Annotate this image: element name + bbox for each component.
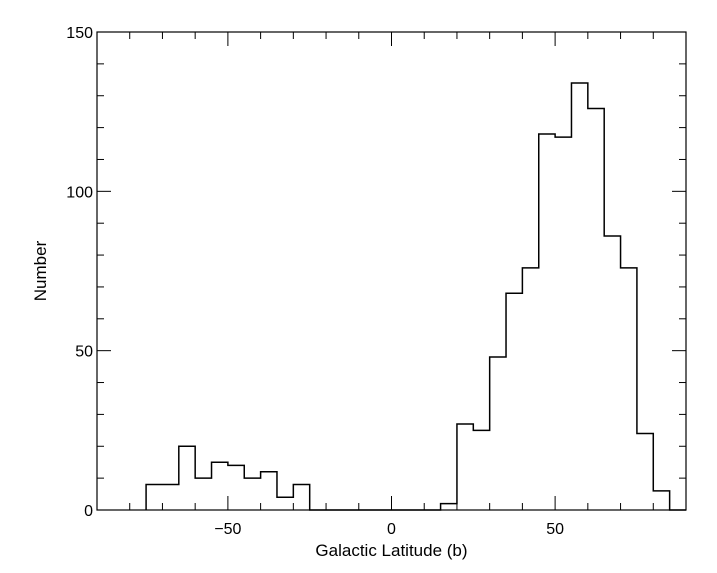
plot-frame (96, 31, 687, 511)
tick-labels: −50 0 50 0 50 100 150 (66, 25, 564, 538)
x-axis-title: Galactic Latitude (b) (315, 541, 467, 560)
x-tick-label: 50 (546, 521, 564, 538)
y-tick-label: 0 (84, 503, 93, 520)
y-tick-label: 150 (66, 25, 93, 42)
x-tick-label: −50 (214, 521, 241, 538)
y-tick-label: 100 (66, 184, 93, 201)
y-tick-label: 50 (75, 344, 93, 361)
x-tick-label: 0 (387, 521, 396, 538)
y-axis-title: Number (31, 240, 50, 301)
histogram-outline (145, 82, 686, 511)
axis-ticks (97, 31, 686, 511)
